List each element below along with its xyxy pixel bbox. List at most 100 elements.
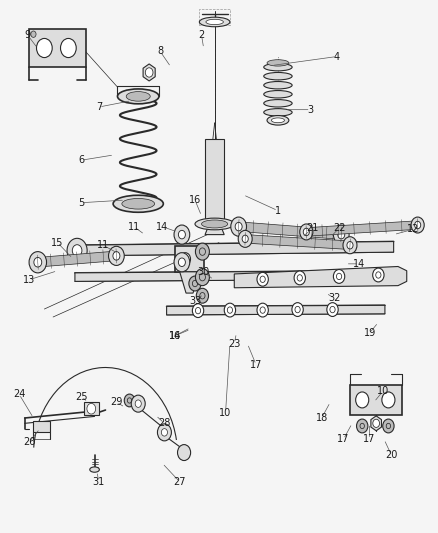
Polygon shape xyxy=(234,266,407,288)
Circle shape xyxy=(333,270,345,284)
Circle shape xyxy=(195,269,209,286)
Text: 10: 10 xyxy=(377,386,389,397)
Text: 15: 15 xyxy=(51,238,64,247)
Ellipse shape xyxy=(267,60,289,66)
Bar xyxy=(175,246,204,272)
Circle shape xyxy=(29,252,46,273)
Circle shape xyxy=(109,246,124,265)
Circle shape xyxy=(382,392,395,408)
Polygon shape xyxy=(75,241,394,256)
Circle shape xyxy=(189,276,201,291)
Circle shape xyxy=(180,253,191,265)
Text: 7: 7 xyxy=(96,102,102,112)
Polygon shape xyxy=(166,305,385,315)
Bar xyxy=(33,421,50,432)
Circle shape xyxy=(260,307,265,313)
Polygon shape xyxy=(371,416,381,431)
Text: 17: 17 xyxy=(250,360,262,370)
Text: 29: 29 xyxy=(110,397,123,407)
Text: 4: 4 xyxy=(334,52,340,61)
Ellipse shape xyxy=(264,100,292,107)
Circle shape xyxy=(174,253,190,272)
Circle shape xyxy=(356,392,369,408)
Ellipse shape xyxy=(267,116,289,125)
Circle shape xyxy=(373,268,384,282)
Text: 19: 19 xyxy=(364,328,376,338)
Circle shape xyxy=(131,395,145,412)
Ellipse shape xyxy=(113,195,163,212)
Circle shape xyxy=(294,271,305,285)
Circle shape xyxy=(373,419,380,427)
Polygon shape xyxy=(245,235,350,249)
Circle shape xyxy=(177,445,191,461)
Text: 5: 5 xyxy=(78,198,85,208)
Circle shape xyxy=(124,394,135,407)
Circle shape xyxy=(297,274,302,281)
Ellipse shape xyxy=(264,91,292,98)
Text: 11: 11 xyxy=(97,240,110,250)
Circle shape xyxy=(192,280,198,287)
Text: 1: 1 xyxy=(275,206,281,216)
Circle shape xyxy=(174,225,190,244)
Circle shape xyxy=(178,230,185,239)
Polygon shape xyxy=(238,222,342,239)
Polygon shape xyxy=(306,221,418,236)
Circle shape xyxy=(72,245,82,256)
Circle shape xyxy=(292,303,303,317)
Text: 17: 17 xyxy=(337,434,350,445)
Polygon shape xyxy=(205,224,224,235)
Ellipse shape xyxy=(264,109,292,116)
Ellipse shape xyxy=(195,218,234,230)
Circle shape xyxy=(135,400,141,407)
Text: 6: 6 xyxy=(78,155,85,165)
Text: 27: 27 xyxy=(173,477,186,487)
Circle shape xyxy=(60,38,76,58)
Circle shape xyxy=(157,424,171,441)
Text: 14: 14 xyxy=(156,222,168,232)
Circle shape xyxy=(113,252,120,260)
Circle shape xyxy=(295,306,300,313)
Text: 31: 31 xyxy=(93,477,105,487)
Text: 14: 14 xyxy=(353,259,365,269)
Circle shape xyxy=(178,258,185,266)
Text: 16: 16 xyxy=(189,195,201,205)
Circle shape xyxy=(31,31,36,37)
Ellipse shape xyxy=(201,220,228,228)
Circle shape xyxy=(34,257,42,267)
Circle shape xyxy=(231,217,247,236)
Ellipse shape xyxy=(272,118,285,123)
Circle shape xyxy=(196,288,208,303)
Text: 25: 25 xyxy=(75,392,88,402)
Ellipse shape xyxy=(122,198,155,209)
Circle shape xyxy=(300,224,313,240)
Ellipse shape xyxy=(264,63,292,71)
Circle shape xyxy=(327,303,338,317)
Text: 22: 22 xyxy=(333,223,345,233)
Text: 18: 18 xyxy=(315,413,328,423)
Circle shape xyxy=(227,307,233,313)
Text: 13: 13 xyxy=(23,275,35,285)
Text: 32: 32 xyxy=(328,293,341,303)
Circle shape xyxy=(199,248,205,255)
Text: 14: 14 xyxy=(169,330,181,341)
Ellipse shape xyxy=(206,19,223,25)
Text: 17: 17 xyxy=(364,434,376,445)
Circle shape xyxy=(415,221,421,229)
Bar xyxy=(29,29,86,67)
Circle shape xyxy=(161,429,167,436)
Circle shape xyxy=(192,304,204,318)
Circle shape xyxy=(257,303,268,317)
Circle shape xyxy=(343,237,357,254)
Bar xyxy=(350,384,403,415)
Ellipse shape xyxy=(264,82,292,89)
Ellipse shape xyxy=(90,467,99,472)
Polygon shape xyxy=(38,251,117,267)
Text: 11: 11 xyxy=(128,222,140,232)
Circle shape xyxy=(257,272,268,286)
Text: 24: 24 xyxy=(13,389,25,399)
Circle shape xyxy=(200,293,205,299)
Circle shape xyxy=(386,423,391,429)
Text: 20: 20 xyxy=(385,450,398,460)
Ellipse shape xyxy=(117,89,159,104)
Bar xyxy=(84,402,99,415)
